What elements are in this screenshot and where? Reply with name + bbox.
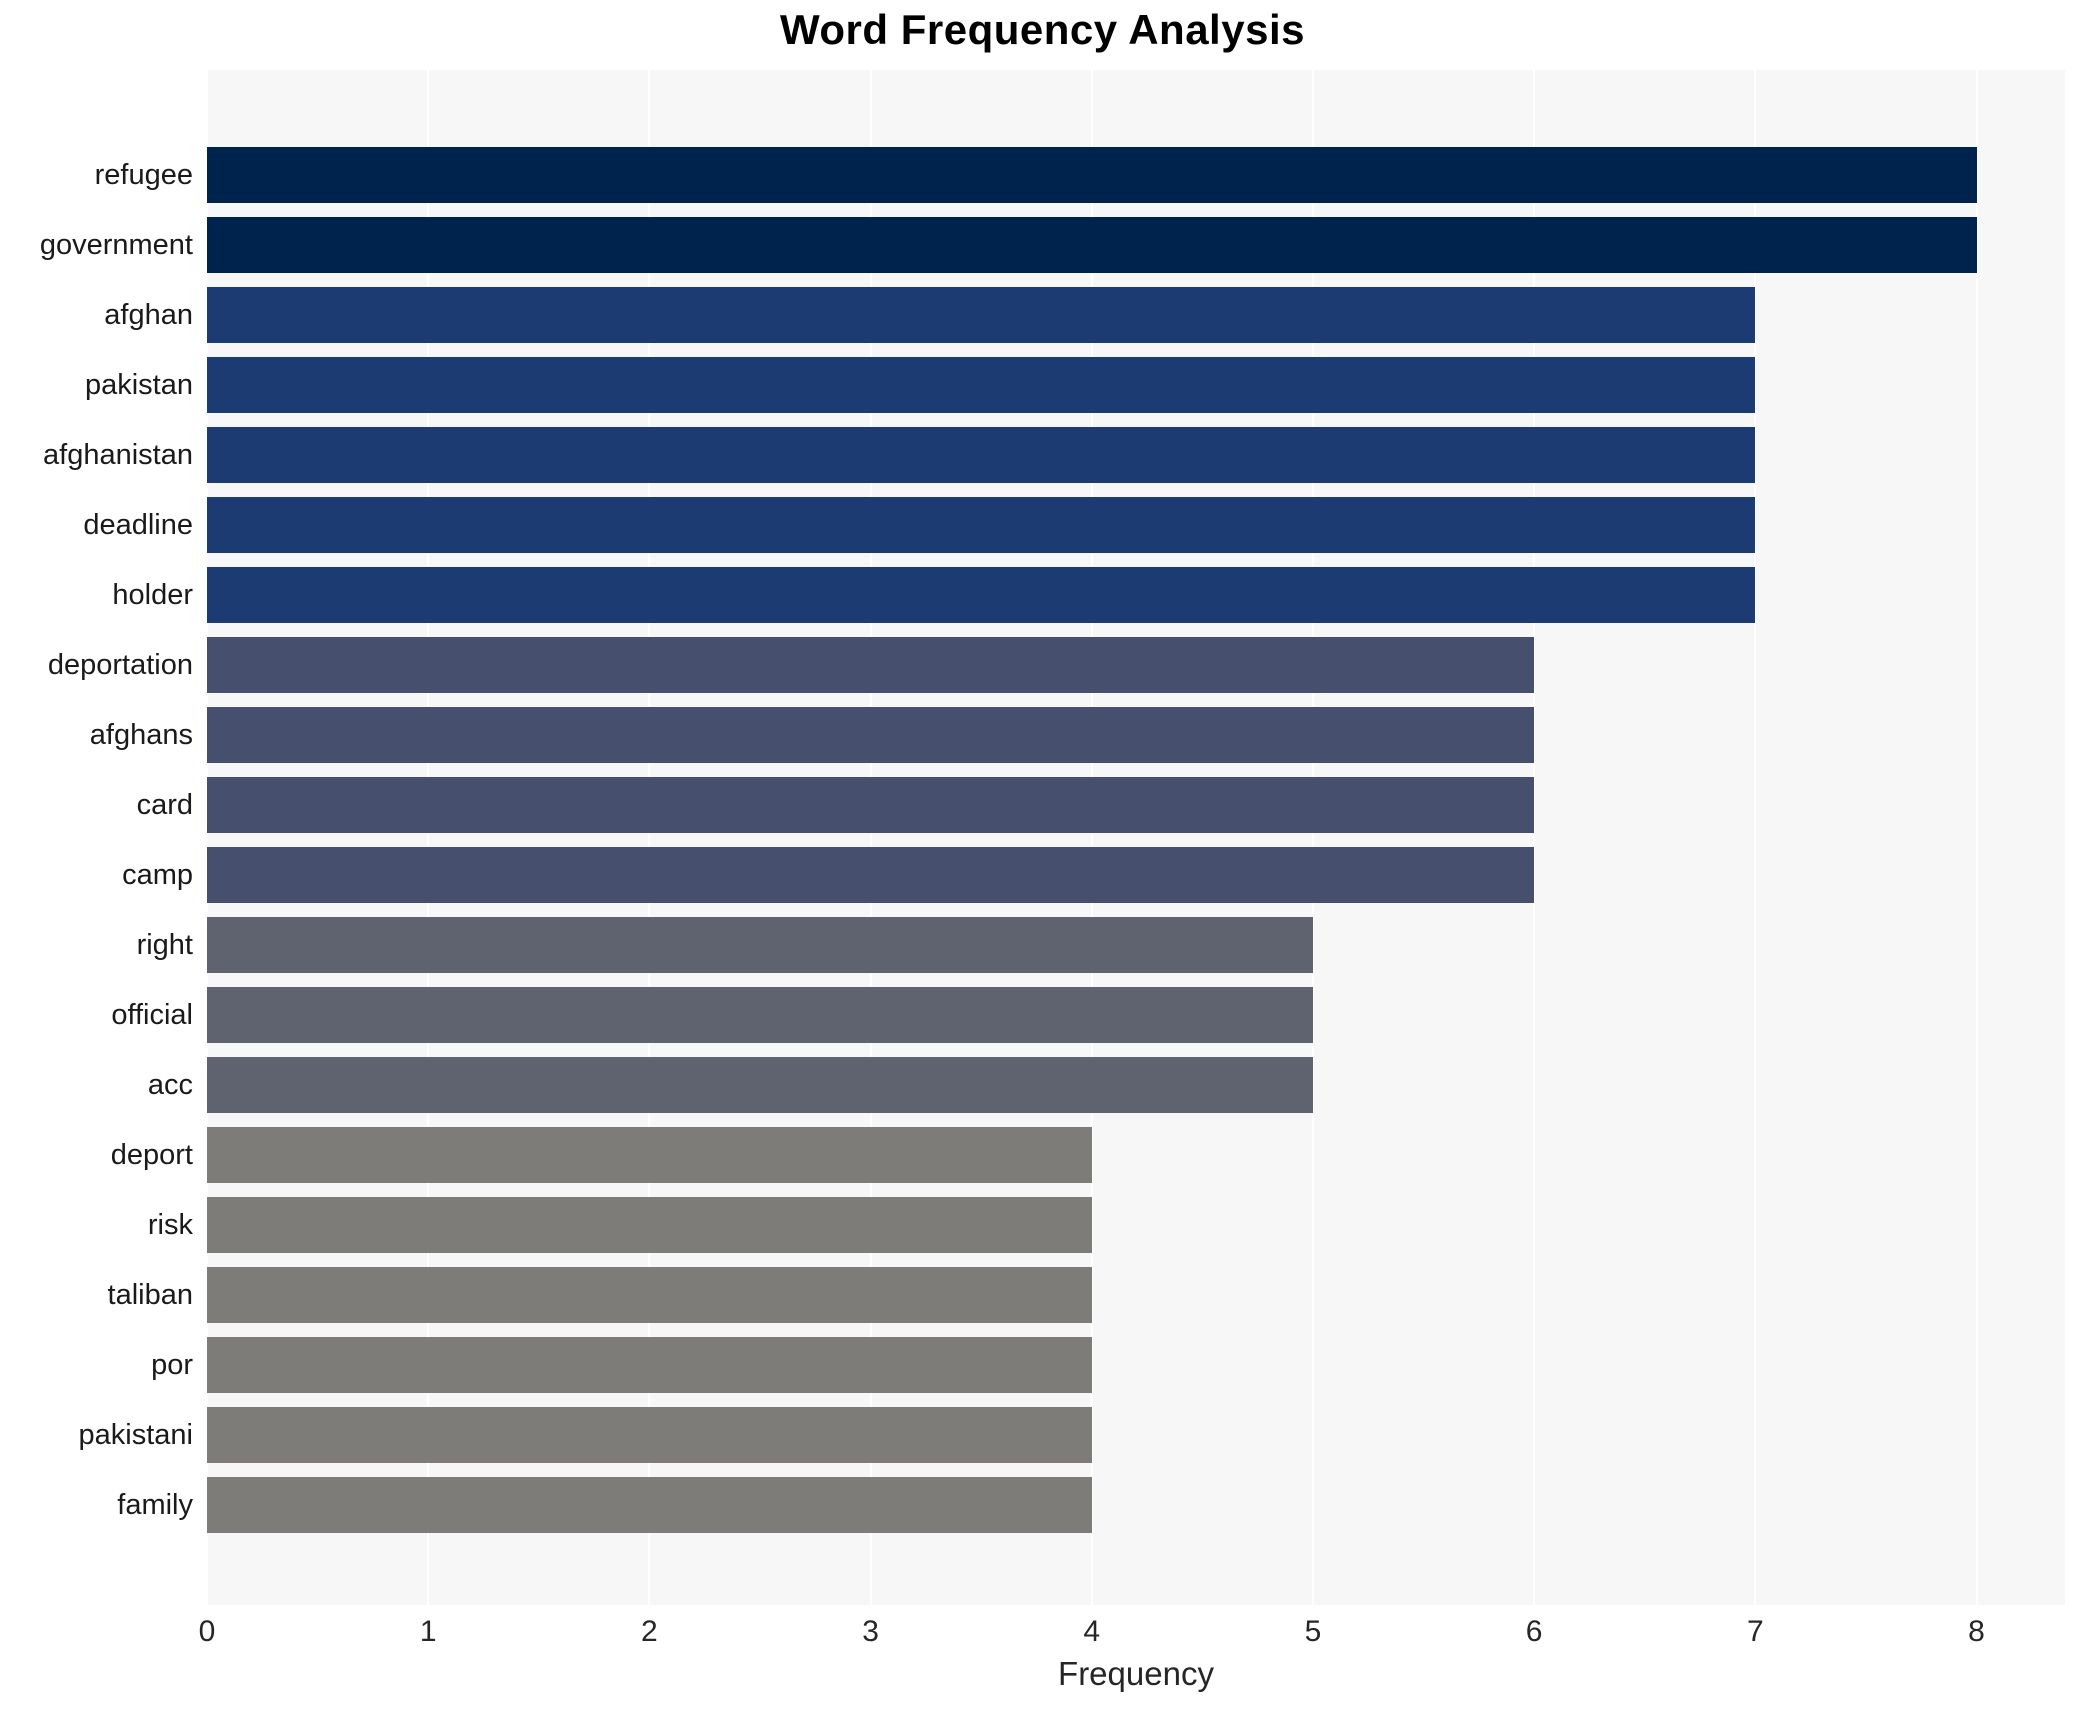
x-tick-label: 4: [1083, 1615, 1101, 1648]
chart-body: refugee government afghan pakistan afghanist…: [0, 70, 2085, 1605]
x-tick-label: 1: [419, 1615, 437, 1648]
bar-row: [207, 280, 2065, 350]
plot-area: [206, 70, 2065, 1605]
y-tick-label: risk: [147, 1208, 193, 1241]
bars-container: [207, 70, 2065, 1605]
bar-row: [207, 140, 2065, 210]
y-tick-label: pakistani: [78, 1418, 193, 1451]
y-tick-label: afghans: [89, 718, 193, 751]
gridlines: [206, 70, 2065, 1605]
y-tick-label: right: [136, 928, 193, 961]
bar-row: [207, 490, 2065, 560]
bar-row: [207, 1470, 2065, 1540]
bar: [207, 357, 1756, 413]
y-tick-label: acc: [147, 1068, 193, 1101]
chart-title: Word Frequency Analysis: [780, 6, 1305, 53]
bar-row: [207, 350, 2065, 420]
gridline: [427, 70, 430, 1605]
bar: [207, 1127, 1092, 1183]
y-tick-label: refugee: [94, 158, 193, 191]
bar: [207, 707, 1535, 763]
x-tick-label: 6: [1525, 1615, 1543, 1648]
bar-row: [207, 420, 2065, 490]
x-axis-ticks: 0 1 2 3 4 5 6 7 8: [199, 1605, 2065, 1653]
bar-row: [207, 1050, 2065, 1120]
x-tick-label: 0: [198, 1615, 216, 1648]
bar: [207, 1337, 1092, 1393]
gridline: [869, 70, 872, 1605]
gridline: [1754, 70, 1757, 1605]
gridline: [1311, 70, 1314, 1605]
bar: [207, 427, 1756, 483]
gridline: [1090, 70, 1093, 1605]
bar: [207, 987, 1313, 1043]
x-tick-label: 7: [1746, 1615, 1764, 1648]
bar-row: [207, 700, 2065, 770]
x-axis-label: Frequency: [1058, 1655, 1214, 1692]
bar: [207, 637, 1535, 693]
x-tick-label: 8: [1968, 1615, 1985, 1648]
bar-row: [207, 630, 2065, 700]
y-tick-label: afghan: [104, 298, 193, 331]
y-tick-label: deadline: [83, 508, 193, 541]
gridline: [1533, 70, 1536, 1605]
gridline: [1975, 70, 1978, 1605]
y-tick-label: family: [117, 1488, 193, 1521]
bar: [207, 147, 1977, 203]
y-tick-label: camp: [122, 858, 193, 891]
bar: [207, 777, 1535, 833]
bar-row: [207, 210, 2065, 280]
bar: [207, 287, 1756, 343]
y-axis-labels: refugee government afghan pakistan afghanist…: [0, 70, 207, 1605]
bar: [207, 1407, 1092, 1463]
y-tick-label: afghanistan: [43, 438, 193, 471]
bar-row: [207, 770, 2065, 840]
bar-row: [207, 1400, 2065, 1470]
bar: [207, 1477, 1092, 1533]
x-tick-label: 2: [641, 1615, 658, 1648]
x-tick-label: 3: [862, 1615, 879, 1648]
bar-row: [207, 1120, 2065, 1190]
y-tick-label: taliban: [107, 1278, 193, 1311]
bar: [207, 917, 1313, 973]
y-tick-label: pakistan: [84, 368, 193, 401]
bar-row: [207, 910, 2065, 980]
bar-row: [207, 840, 2065, 910]
bar: [207, 497, 1756, 553]
bar-row: [207, 980, 2065, 1050]
y-tick-label: card: [136, 788, 193, 821]
y-tick-label: official: [111, 998, 193, 1031]
gridline: [206, 70, 208, 1605]
bar-row: [207, 1260, 2065, 1330]
bar: [207, 1197, 1092, 1253]
bar: [207, 847, 1535, 903]
y-tick-label: government: [39, 228, 193, 261]
y-tick-label: holder: [112, 578, 193, 611]
gridline: [648, 70, 651, 1605]
y-tick-label: deport: [110, 1138, 193, 1171]
bar: [207, 217, 1977, 273]
bar-row: [207, 1330, 2065, 1400]
bar: [207, 1057, 1313, 1113]
y-tick-label: por: [151, 1348, 193, 1381]
bar: [207, 1267, 1092, 1323]
bar-row: [207, 1190, 2065, 1260]
bar-row: [207, 560, 2065, 630]
x-tick-label: 5: [1304, 1615, 1322, 1648]
bar: [207, 567, 1756, 623]
y-tick-label: deportation: [47, 648, 193, 681]
